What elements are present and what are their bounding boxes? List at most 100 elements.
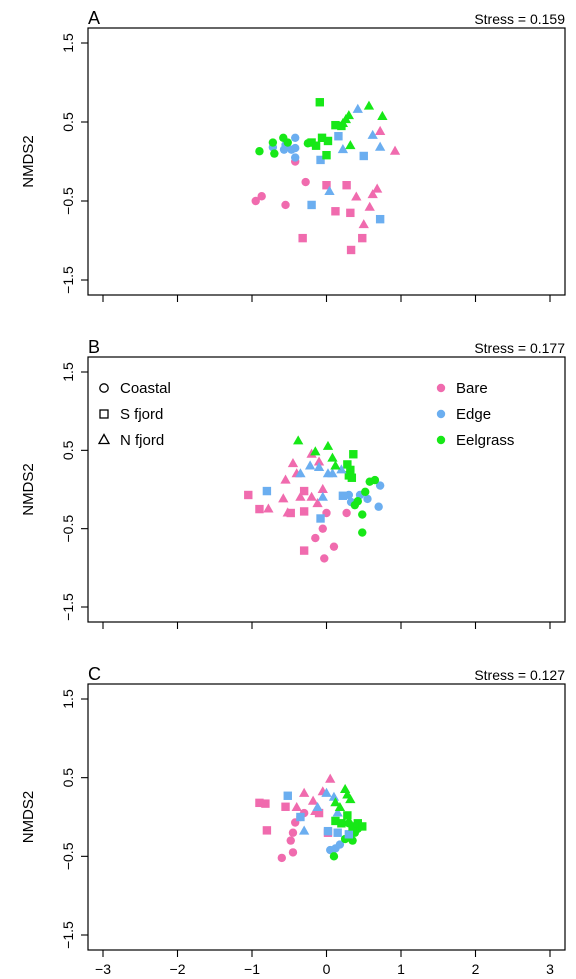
point-eelgrass-square: [323, 136, 333, 146]
stress-label: Stress = 0.127: [474, 667, 565, 683]
point-eelgrass-square: [358, 822, 367, 831]
point-eelgrass-triangle: [310, 446, 321, 456]
point-edge-circle: [291, 133, 300, 142]
y-tick-label: −0.5: [60, 515, 76, 543]
point-eelgrass-circle: [370, 475, 380, 485]
point-eelgrass-circle: [353, 497, 362, 506]
point-eelgrass-square: [337, 819, 346, 828]
point-eelgrass-square: [347, 473, 357, 482]
legend-eelgrass-icon: [436, 435, 446, 445]
point-bare-square: [255, 504, 264, 514]
point-bare-square: [298, 233, 307, 243]
point-bare-square: [261, 799, 270, 808]
point-eelgrass-triangle: [377, 110, 388, 120]
point-bare-circle: [320, 554, 329, 563]
legend-circle-icon: [99, 383, 109, 393]
point-bare-square: [322, 181, 331, 190]
y-axis-title: NMDS2: [20, 135, 37, 188]
y-tick-label: 0.5: [60, 440, 76, 460]
point-bare-square: [331, 207, 340, 216]
point-bare-triangle: [372, 183, 383, 193]
point-bare-circle: [301, 177, 310, 187]
point-bare-triangle: [358, 219, 369, 229]
x-tick-label: −1: [244, 961, 260, 977]
point-bare-square: [262, 826, 272, 835]
x-tick-label: 1: [397, 961, 405, 977]
legend-label: S fjord: [120, 406, 163, 423]
point-bare-triangle: [282, 507, 293, 517]
panel-a: A Stress = 0.159 −1.5 −0.5 0.5 1.5 NMDS2: [20, 8, 566, 302]
legend-square-icon: [99, 409, 109, 419]
x-tick-label: 0: [323, 961, 331, 977]
point-eelgrass-square: [343, 460, 352, 469]
point-edge-square: [375, 214, 385, 224]
legend-label: Bare: [456, 380, 488, 397]
point-bare-triangle: [291, 801, 302, 812]
point-bare-circle: [329, 542, 339, 551]
stress-label: Stress = 0.177: [474, 340, 565, 356]
y-axis-title: NMDS2: [20, 791, 37, 844]
point-bare-circle: [251, 196, 260, 206]
point-bare-circle: [277, 853, 286, 863]
point-eelgrass-triangle: [339, 783, 351, 793]
point-eelgrass-triangle: [327, 452, 338, 462]
point-edge-triangle: [336, 464, 347, 474]
point-edge-square: [307, 200, 316, 210]
point-eelgrass-circle: [255, 147, 264, 156]
point-bare-triangle: [351, 191, 362, 201]
point-eelgrass-square: [349, 450, 358, 459]
legend-label: Eelgrass: [456, 432, 514, 449]
point-edge-triangle: [367, 129, 378, 139]
point-eelgrass-circle: [270, 149, 279, 158]
point-bare-circle: [281, 200, 290, 210]
panel-b: B Stress = 0.177 −1.5 −0.5 0.5 1.5 NMDS2 Coasta…: [20, 337, 566, 629]
y-tick-label: −1.5: [60, 593, 76, 621]
point-bare-triangle: [298, 787, 310, 797]
point-edge-triangle: [317, 491, 328, 501]
point-bare-triangle: [263, 503, 274, 513]
legend-edge-icon: [436, 409, 446, 419]
point-eelgrass-square: [343, 811, 352, 820]
point-eelgrass-square: [348, 822, 357, 831]
legend-label: N fjord: [120, 432, 164, 449]
point-edge-square: [316, 155, 325, 165]
point-edge-square: [344, 830, 354, 839]
point-edge-square: [359, 151, 368, 161]
point-edge-circle: [291, 143, 300, 153]
point-bare-triangle: [295, 491, 306, 501]
point-eelgrass-triangle: [345, 794, 356, 804]
point-bare-triangle: [280, 474, 291, 484]
y-tick-label: −0.5: [60, 842, 76, 870]
point-edge-triangle: [327, 468, 338, 478]
plot-frame: [87, 683, 566, 951]
point-edge-circle: [335, 840, 345, 849]
point-bare-triangle: [306, 491, 317, 501]
point-eelgrass-square: [331, 816, 340, 826]
point-eelgrass-square: [315, 98, 324, 107]
point-edge-square: [296, 812, 305, 822]
point-bare-square: [346, 245, 356, 255]
stress-label: Stress = 0.159: [474, 11, 565, 27]
y-tick-label: 0.5: [60, 768, 76, 788]
legend-triangle-icon: [97, 433, 111, 445]
point-edge-circle: [374, 502, 383, 511]
point-edge-circle: [291, 153, 300, 162]
point-bare-circle: [318, 524, 327, 533]
x-tick-label: 3: [546, 961, 554, 977]
point-bare-triangle: [325, 773, 336, 783]
y-tick-label: −1.5: [60, 266, 76, 294]
point-edge-circle: [375, 481, 385, 490]
point-edge-square: [333, 828, 342, 837]
point-eelgrass-circle: [268, 138, 278, 147]
point-bare-square: [244, 490, 253, 500]
point-eelgrass-triangle: [330, 797, 341, 807]
point-bare-triangle: [367, 189, 378, 199]
point-eelgrass-square: [307, 138, 316, 147]
point-bare-triangle: [307, 795, 319, 805]
point-edge-square: [262, 486, 272, 496]
point-eelgrass-square: [317, 133, 327, 142]
point-bare-square: [299, 507, 309, 516]
point-edge-square: [316, 514, 325, 523]
point-eelgrass-square: [311, 141, 321, 150]
point-edge-square: [323, 826, 333, 836]
